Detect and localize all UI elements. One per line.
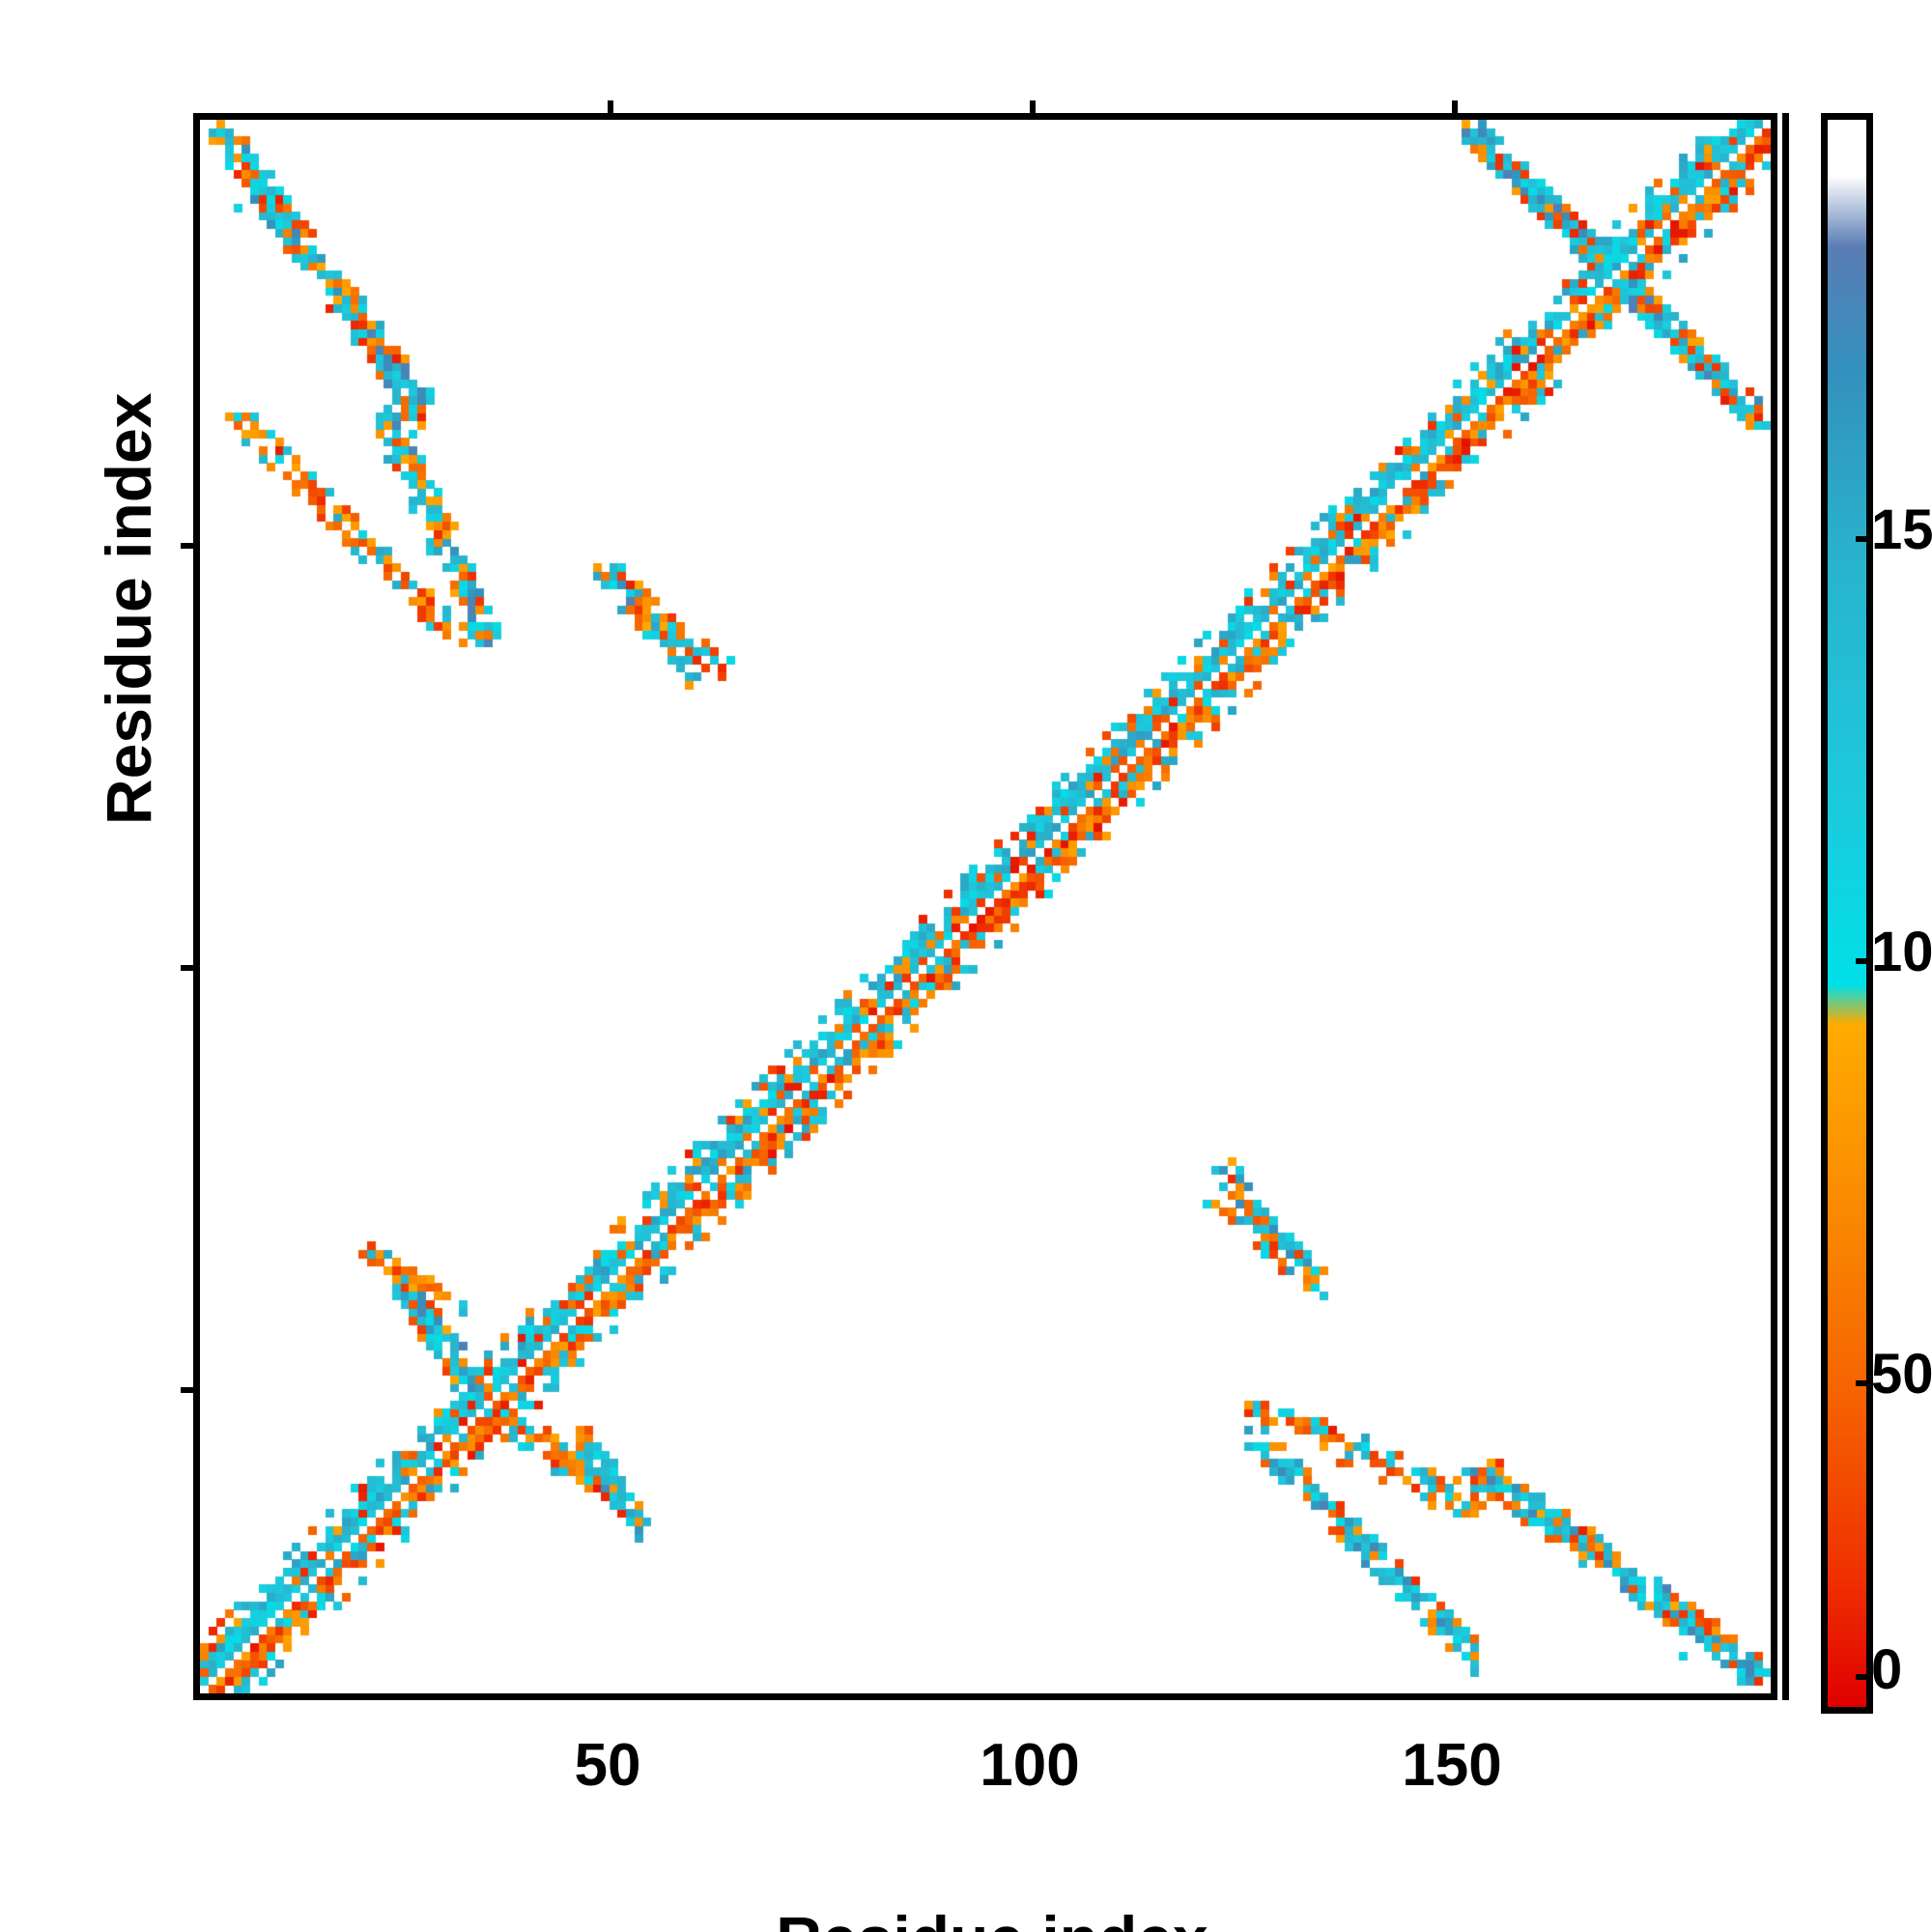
colorbar-tick-0 (1856, 1674, 1869, 1680)
y-tick-150 (181, 543, 200, 549)
colorbar[interactable]: 150 100 50 0 (1821, 113, 1932, 1714)
colorbar-tick-150 (1856, 536, 1869, 542)
x-ticklabel-50: 50 (574, 1732, 641, 1799)
colorbar-gradient (1821, 113, 1873, 1714)
colorbar-tick-50 (1856, 1380, 1869, 1386)
x-tick-150 (1452, 100, 1458, 120)
contact-map-plot-area[interactable]: 150 100 50 50 100 150 Residue index Resi… (93, 100, 1777, 1932)
y-tick-100 (181, 965, 200, 971)
y-axis-title: Residue index (93, 392, 164, 825)
y-tick-50 (181, 1387, 200, 1393)
x-axis-title: Residue index (200, 1902, 1784, 1932)
x-ticklabel-100: 100 (980, 1732, 1080, 1799)
colorbar-tick-100 (1856, 958, 1869, 964)
contact-map-canvas[interactable] (200, 120, 1771, 1693)
colorbar-label-50: 50 (1871, 1343, 1932, 1406)
colorbar-outer-spine (1782, 113, 1789, 1700)
x-ticklabel-150: 150 (1402, 1732, 1502, 1799)
colorbar-label-0: 0 (1871, 1638, 1903, 1701)
colorbar-label-100: 100 (1871, 921, 1932, 983)
x-tick-50 (608, 100, 613, 120)
x-tick-100 (1030, 100, 1036, 120)
colorbar-label-150: 150 (1871, 498, 1932, 561)
